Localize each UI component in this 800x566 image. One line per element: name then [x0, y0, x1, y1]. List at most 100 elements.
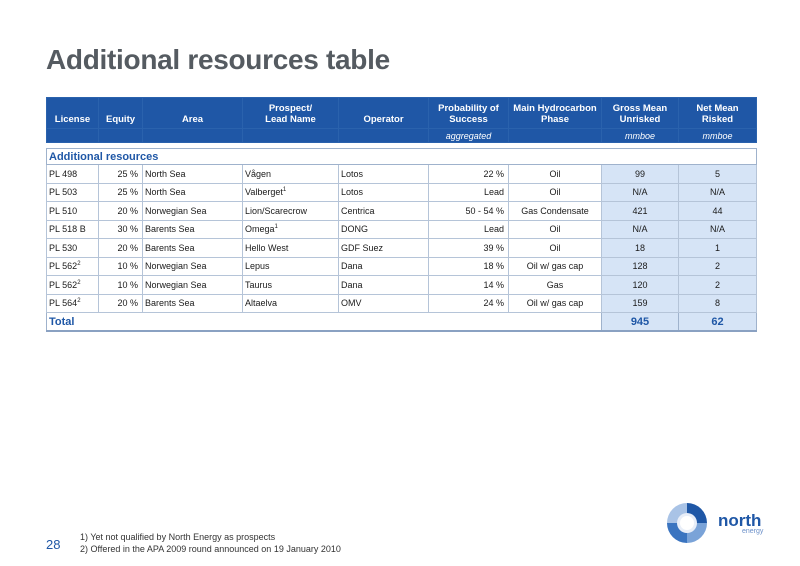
cell-prospect: Hello West [242, 238, 339, 258]
cell-area: Barents Sea [142, 219, 243, 239]
total-net: 62 [678, 312, 757, 332]
resources-table: License Equity Area Prospect/ Lead Name … [46, 97, 757, 335]
cell-probability: 22 % [428, 164, 509, 184]
cell-prospect: Taurus [242, 275, 339, 295]
cell-area: Norwegian Sea [142, 256, 243, 276]
page-number: 28 [46, 537, 61, 552]
subheader-probability: aggregated [428, 128, 509, 143]
cell-phase: Oil [508, 164, 602, 184]
cell-license: PL 530 [46, 238, 99, 258]
cell-phase: Oil w/ gas cap [508, 256, 602, 276]
logo-sub: energy [742, 528, 764, 535]
cell-net: 2 [678, 275, 757, 295]
cell-gross: 128 [601, 256, 679, 276]
cell-operator: Lotos [338, 182, 429, 202]
cell-probability: 50 - 54 % [428, 201, 509, 221]
cell-probability: 18 % [428, 256, 509, 276]
cell-area: North Sea [142, 164, 243, 184]
cell-probability: Lead [428, 182, 509, 202]
cell-probability: 14 % [428, 275, 509, 295]
table-row: PL 498 25 % North Sea Vågen Lotos 22 % Oil 99 5 [46, 164, 757, 184]
cell-gross: 421 [601, 201, 679, 221]
footnote-2: 2) Offered in the APA 2009 round announc… [80, 544, 341, 554]
section-label: Additional resources [46, 148, 757, 165]
cell-equity: 25 % [98, 182, 143, 202]
cell-gross: N/A [601, 219, 679, 239]
cell-license: PL 5642 [46, 293, 99, 313]
subheader-net: mmboe [678, 128, 757, 143]
cell-license: PL 5622 [46, 256, 99, 276]
cell-gross: 159 [601, 293, 679, 313]
cell-probability: 24 % [428, 293, 509, 313]
cell-net: N/A [678, 219, 757, 239]
cell-license: PL 518 B [46, 219, 99, 239]
cell-equity: 10 % [98, 256, 143, 276]
cell-phase: Oil [508, 219, 602, 239]
cell-gross: 99 [601, 164, 679, 184]
subheader-row: aggregated mmboe mmboe [46, 128, 757, 143]
cell-probability: Lead [428, 219, 509, 239]
table-row: PL 530 20 % Barents Sea Hello West GDF Suez 3… [46, 238, 757, 258]
cell-license: PL 498 [46, 164, 99, 184]
table-row: PL 503 25 % North Sea Valberget1 Lotos Lead Oi… [46, 182, 757, 202]
cell-net: 8 [678, 293, 757, 313]
cell-license: PL 5622 [46, 275, 99, 295]
cell-equity: 20 % [98, 201, 143, 221]
cell-equity: 20 % [98, 293, 143, 313]
cell-gross: 18 [601, 238, 679, 258]
cell-license: PL 510 [46, 201, 99, 221]
cell-operator: Centrica [338, 201, 429, 221]
cell-prospect: Omega1 [242, 219, 339, 239]
cell-equity: 10 % [98, 275, 143, 295]
cell-gross: 120 [601, 275, 679, 295]
section-row: Additional resources [46, 148, 757, 165]
subheader-gross: mmboe [601, 128, 679, 143]
header-license: License [46, 97, 99, 129]
total-label: Total [46, 312, 602, 332]
header-probability: Probability of Success [428, 97, 509, 129]
cell-gross: N/A [601, 182, 679, 202]
logo-name: north [718, 511, 762, 530]
cell-phase: Gas [508, 275, 602, 295]
cell-area: North Sea [142, 182, 243, 202]
header-operator: Operator [338, 97, 429, 129]
cell-phase: Oil [508, 238, 602, 258]
header-phase: Main Hydrocarbon Phase [508, 97, 602, 129]
footnotes: 1) Yet not qualified by North Energy as … [80, 531, 341, 555]
cell-phase: Oil w/ gas cap [508, 293, 602, 313]
table-row: PL 510 20 % Norwegian Sea Lion/Scarecrow Cen… [46, 201, 757, 221]
north-energy-swirl-logo-icon [667, 503, 707, 543]
cell-operator: Lotos [338, 164, 429, 184]
cell-net: 44 [678, 201, 757, 221]
cell-phase: Oil [508, 182, 602, 202]
header-row: License Equity Area Prospect/ Lead Name … [46, 97, 757, 129]
cell-operator: Dana [338, 256, 429, 276]
cell-operator: Dana [338, 275, 429, 295]
cell-prospect: Altaelva [242, 293, 339, 313]
cell-operator: GDF Suez [338, 238, 429, 258]
cell-phase: Gas Condensate [508, 201, 602, 221]
page-title: Additional resources table [46, 44, 390, 75]
header-area: Area [142, 97, 243, 129]
cell-net: 5 [678, 164, 757, 184]
header-equity: Equity [98, 97, 143, 129]
header-prospect: Prospect/ Lead Name [242, 97, 339, 129]
table-row: PL 5642 20 % Barents Sea Altaelva OMV 24 % Oil… [46, 293, 757, 313]
cell-operator: OMV [338, 293, 429, 313]
table-row: PL 5622 10 % Norwegian Sea Lepus Dana 18 % Oil… [46, 256, 757, 276]
cell-area: Barents Sea [142, 293, 243, 313]
cell-prospect: Lion/Scarecrow [242, 201, 339, 221]
cell-prospect: Vågen [242, 164, 339, 184]
cell-equity: 30 % [98, 219, 143, 239]
footnote-1: 1) Yet not qualified by North Energy as … [80, 532, 276, 542]
cell-area: Norwegian Sea [142, 275, 243, 295]
cell-prospect: Valberget1 [242, 182, 339, 202]
total-row: Total 945 62 [46, 312, 757, 332]
header-gross: Gross Mean Unrisked [601, 97, 679, 129]
cell-net: 2 [678, 256, 757, 276]
cell-equity: 25 % [98, 164, 143, 184]
table-row: PL 5622 10 % Norwegian Sea Taurus Dana 14 % Ga… [46, 275, 757, 295]
cell-operator: DONG [338, 219, 429, 239]
cell-license: PL 503 [46, 182, 99, 202]
cell-probability: 39 % [428, 238, 509, 258]
